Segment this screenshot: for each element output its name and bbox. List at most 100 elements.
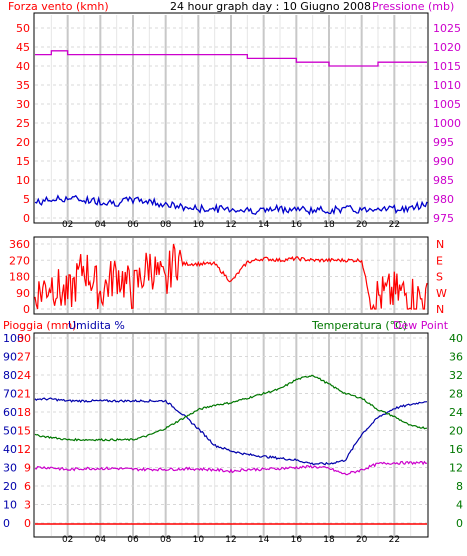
rain-tick-label: 21 xyxy=(17,388,31,401)
series-humidity xyxy=(34,397,428,466)
grid-lines xyxy=(35,15,427,536)
x-tick-label: 02 xyxy=(62,220,73,230)
wind-tick-label: 25 xyxy=(16,117,30,130)
x-tick-label: 22 xyxy=(389,535,400,545)
series-group xyxy=(34,50,428,525)
x-tick-label: 20 xyxy=(356,535,368,545)
temperature-tick-label: 0 xyxy=(456,517,463,530)
x-tick-label: 04 xyxy=(95,535,107,545)
direction-tick-label: 270 xyxy=(9,254,30,267)
pressure-tick-label: 975 xyxy=(433,212,454,225)
series-wind-avg xyxy=(34,194,428,216)
pressure-tick-label: 985 xyxy=(433,174,454,187)
humidity-tick-label: 50 xyxy=(3,425,17,438)
rain-tick-label: 24 xyxy=(17,369,31,382)
dewpoint-axis-label: Dew Point xyxy=(393,319,449,332)
compass-tick-label: N xyxy=(436,303,444,316)
x-tick-label: 02 xyxy=(62,535,73,545)
rain-tick-label: 12 xyxy=(17,443,31,456)
humidity-tick-label: 40 xyxy=(3,443,17,456)
pressure-tick-label: 1005 xyxy=(433,98,461,111)
x-tick-label: 22 xyxy=(389,220,400,230)
temperature-tick-label: 16 xyxy=(449,443,463,456)
rain-tick-label: 6 xyxy=(24,480,31,493)
humidity-tick-label: 80 xyxy=(3,369,17,382)
temperature-tick-label: 32 xyxy=(449,369,463,382)
humidity-tick-label: 60 xyxy=(3,406,17,419)
humidity-tick-label: 70 xyxy=(3,388,17,401)
pressure-tick-label: 995 xyxy=(433,136,454,149)
humidity-tick-label: 90 xyxy=(3,351,17,364)
rain-tick-label: 18 xyxy=(17,406,31,419)
compass-tick-label: S xyxy=(436,271,443,284)
x-tick-label: 10 xyxy=(193,220,205,230)
humidity-tick-label: 30 xyxy=(3,462,17,475)
temperature-tick-label: 40 xyxy=(449,332,463,345)
series-dewpoint xyxy=(34,460,428,476)
x-tick-label: 18 xyxy=(323,220,335,230)
x-tick-label: 06 xyxy=(127,535,139,545)
direction-tick-label: 180 xyxy=(9,271,30,284)
x-tick-label: 20 xyxy=(356,220,368,230)
rain-tick-label: 30 xyxy=(17,332,31,345)
temperature-tick-label: 20 xyxy=(449,425,463,438)
x-tick-label: 14 xyxy=(258,535,270,545)
wind-tick-label: 40 xyxy=(16,60,30,73)
humidity-tick-label: 10 xyxy=(3,499,17,512)
wind-tick-label: 15 xyxy=(16,155,30,168)
humidity-tick-label: 20 xyxy=(3,480,17,493)
tick-labels: 0510152025303540455097598098599099510001… xyxy=(3,22,463,545)
pressure-tick-label: 1000 xyxy=(433,117,461,130)
series-pressure xyxy=(35,50,427,67)
temperature-tick-label: 24 xyxy=(449,406,463,419)
pressure-tick-label: 990 xyxy=(433,155,454,168)
direction-tick-label: 0 xyxy=(23,303,30,316)
left-axis-label-wind: Forza vento (kmh) xyxy=(8,0,109,13)
rain-tick-label: 0 xyxy=(24,517,31,530)
right-axis-label-pressure: Pressione (mb) xyxy=(372,0,454,13)
x-tick-label: 04 xyxy=(95,220,107,230)
compass-tick-label: N xyxy=(436,238,444,251)
rain-tick-label: 27 xyxy=(17,351,31,364)
pressure-tick-label: 980 xyxy=(433,193,454,206)
direction-tick-label: 90 xyxy=(16,287,30,300)
temperature-tick-label: 36 xyxy=(449,351,463,364)
compass-tick-label: E xyxy=(436,254,443,267)
wind-tick-label: 45 xyxy=(16,41,30,54)
x-tick-label: 14 xyxy=(258,220,270,230)
series-temperature xyxy=(34,374,428,442)
x-tick-label: 06 xyxy=(127,220,139,230)
humidity-tick-label: 0 xyxy=(3,517,10,530)
rain-axis-label: Pioggia (mm) xyxy=(3,319,76,332)
wind-tick-label: 10 xyxy=(16,174,30,187)
wind-tick-label: 20 xyxy=(16,136,30,149)
x-tick-label: 08 xyxy=(160,535,172,545)
temperature-tick-label: 12 xyxy=(449,462,463,475)
x-tick-label: 08 xyxy=(160,220,172,230)
direction-tick-label: 360 xyxy=(9,238,30,251)
wind-tick-label: 30 xyxy=(16,98,30,111)
wind-tick-label: 35 xyxy=(16,79,30,92)
x-tick-label: 16 xyxy=(291,220,303,230)
pressure-tick-label: 1015 xyxy=(433,60,461,73)
rain-tick-label: 9 xyxy=(24,462,31,475)
x-tick-label: 12 xyxy=(225,535,236,545)
wind-tick-label: 5 xyxy=(23,193,30,206)
pressure-tick-label: 1020 xyxy=(433,41,461,54)
temperature-axis-label: Temperatura (°C) xyxy=(311,319,407,332)
temperature-tick-label: 28 xyxy=(449,388,463,401)
wind-tick-label: 0 xyxy=(23,212,30,225)
humidity-axis-label: Umidita % xyxy=(68,319,125,332)
temperature-tick-label: 8 xyxy=(456,480,463,493)
series-wind-direction xyxy=(34,243,428,311)
chart-title: 24 hour graph day : 10 Giugno 2008 xyxy=(170,0,371,13)
rain-tick-label: 15 xyxy=(17,425,31,438)
rain-tick-label: 3 xyxy=(24,499,31,512)
pressure-tick-label: 1010 xyxy=(433,79,461,92)
x-tick-label: 12 xyxy=(225,220,236,230)
x-tick-label: 10 xyxy=(193,535,205,545)
wind-tick-label: 50 xyxy=(16,22,30,35)
x-tick-label: 18 xyxy=(323,535,335,545)
